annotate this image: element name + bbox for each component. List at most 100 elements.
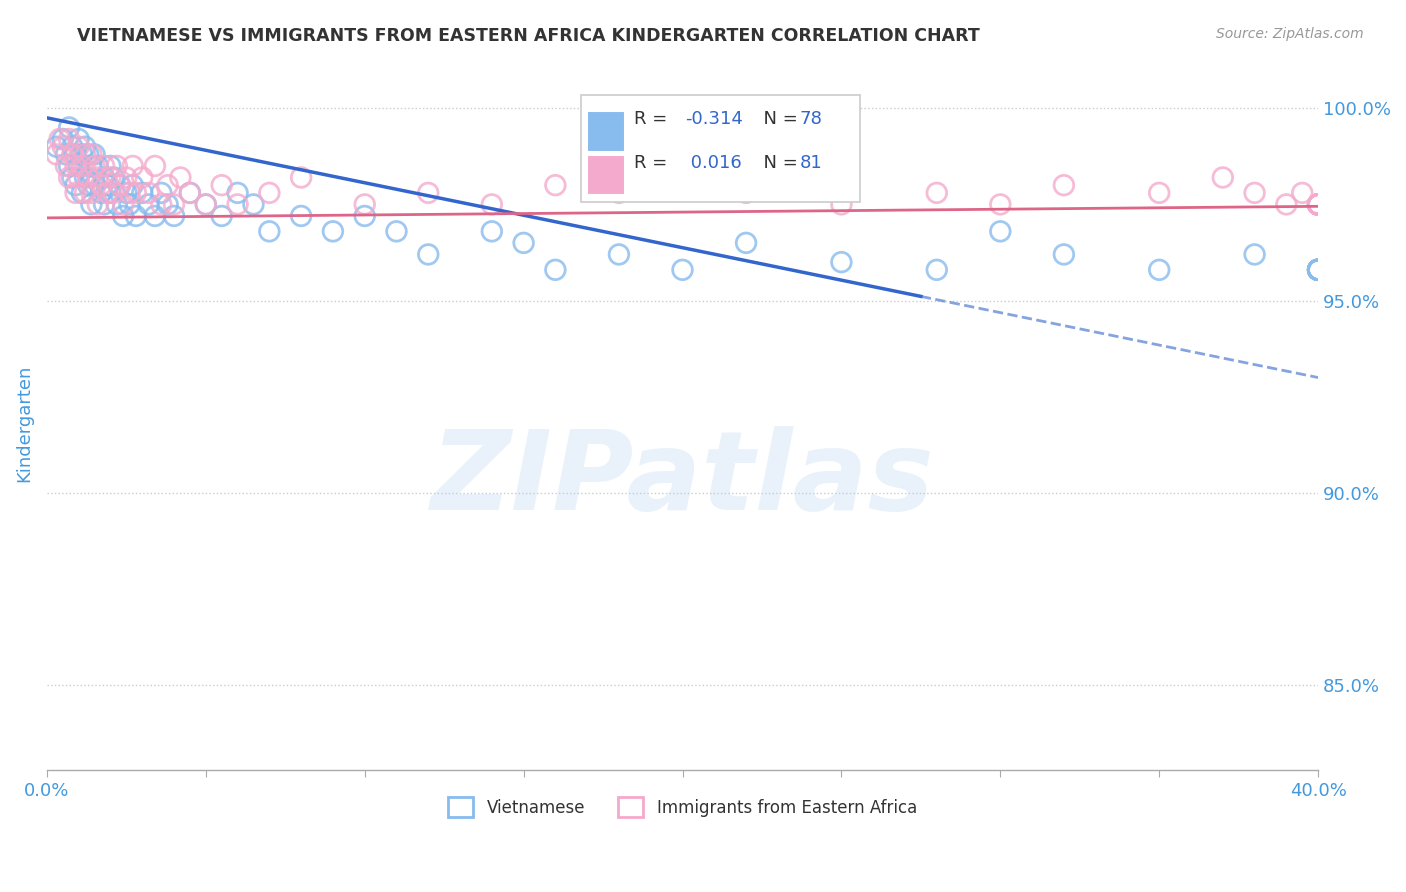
Point (163, 209, 186, 223)
Point (73, 186, 96, 200)
Point (1308, 197, 1330, 211)
Point (194, 197, 217, 211)
Point (65, 186, 87, 200)
Point (607, 247, 630, 261)
Point (1147, 262, 1170, 277)
Point (67, 170, 90, 185)
Point (1308, 197, 1330, 211)
Point (70, 186, 93, 200)
Point (67, 159, 90, 173)
Point (58, 132, 80, 146)
Point (544, 178, 567, 193)
Point (1308, 262, 1330, 277)
Point (121, 159, 143, 173)
Point (671, 262, 693, 277)
Point (1243, 186, 1265, 200)
Point (58, 120, 80, 135)
Point (93, 170, 115, 185)
Point (48, 132, 70, 146)
Y-axis label: Kindergarten: Kindergarten (15, 365, 32, 483)
Point (143, 159, 166, 173)
Point (45, 139, 67, 153)
Point (105, 159, 128, 173)
Point (290, 170, 312, 185)
Bar (588, 112, 626, 152)
Point (1308, 197, 1330, 211)
Point (322, 224, 344, 238)
Point (77, 178, 100, 193)
Point (87, 197, 110, 211)
Point (83, 159, 105, 173)
Point (1308, 197, 1330, 211)
Point (1308, 197, 1330, 211)
Point (1308, 262, 1330, 277)
Point (226, 197, 249, 211)
Point (290, 209, 312, 223)
Point (1308, 197, 1330, 211)
Point (80, 159, 103, 173)
Point (60, 139, 83, 153)
Point (108, 178, 131, 193)
Point (353, 197, 375, 211)
Point (179, 186, 201, 200)
Point (65, 159, 87, 173)
Point (112, 197, 135, 211)
Point (115, 170, 138, 185)
Point (52, 139, 75, 153)
Point (80, 186, 103, 200)
Bar (581, 95, 860, 202)
Point (735, 235, 758, 250)
Point (150, 186, 173, 200)
Point (1308, 262, 1330, 277)
Point (830, 255, 852, 269)
Point (93, 159, 115, 173)
Text: 0.016: 0.016 (685, 153, 742, 171)
Point (108, 178, 131, 193)
Point (385, 224, 408, 238)
Point (1291, 186, 1313, 200)
Point (96, 186, 118, 200)
Point (143, 209, 166, 223)
Point (1308, 262, 1330, 277)
Point (671, 170, 693, 185)
Point (73, 170, 96, 185)
Point (1308, 197, 1330, 211)
Point (1308, 197, 1330, 211)
Point (96, 178, 118, 193)
Point (55, 159, 77, 173)
Point (211, 178, 233, 193)
Point (52, 132, 75, 146)
Point (194, 197, 217, 211)
Point (100, 170, 122, 185)
Point (55, 147, 77, 161)
Point (607, 186, 630, 200)
Point (65, 147, 87, 161)
Point (87, 170, 110, 185)
Point (481, 224, 503, 238)
Point (103, 170, 125, 185)
Text: 81: 81 (800, 153, 823, 171)
Point (80, 197, 103, 211)
Point (1275, 197, 1298, 211)
Text: N =: N = (752, 110, 804, 128)
Point (58, 170, 80, 185)
Point (1308, 262, 1330, 277)
Point (70, 159, 93, 173)
Point (1308, 262, 1330, 277)
Point (156, 197, 179, 211)
Point (1308, 262, 1330, 277)
Point (179, 186, 201, 200)
Point (65, 178, 87, 193)
Point (90, 178, 112, 193)
Point (77, 170, 100, 185)
Point (1308, 197, 1330, 211)
Point (481, 197, 503, 211)
Point (1308, 262, 1330, 277)
Point (138, 186, 160, 200)
Point (125, 186, 148, 200)
Point (105, 197, 128, 211)
Point (1308, 262, 1330, 277)
Point (67, 132, 90, 146)
Point (1053, 247, 1076, 261)
Point (80, 147, 103, 161)
